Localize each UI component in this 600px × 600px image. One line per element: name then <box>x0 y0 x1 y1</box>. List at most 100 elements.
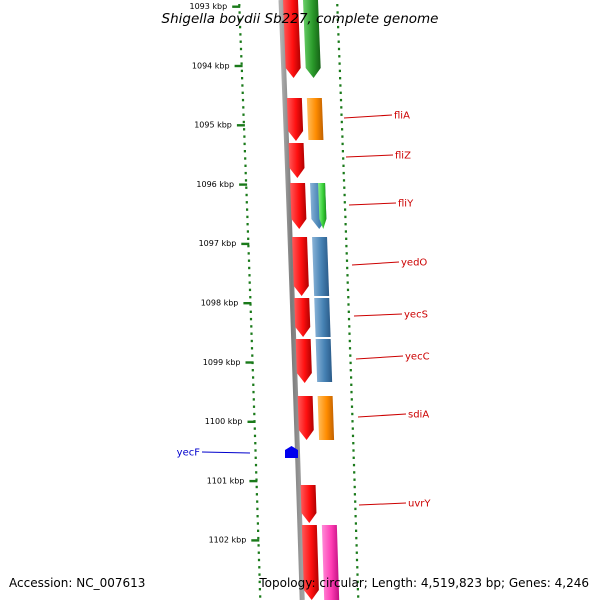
tick-labels: 1093 kbp 1094 kbp 1095 kbp 1096 kbp 1097 kbp… <box>189 2 246 545</box>
gene-feature-red[interactable] <box>297 396 314 440</box>
ruler-dot <box>355 536 358 540</box>
major-tick <box>232 5 241 8</box>
ruler-dot <box>353 478 356 481</box>
ruler-dot <box>257 536 260 540</box>
ruler-dot <box>250 347 254 350</box>
ruler-dot <box>353 493 356 496</box>
tick-label: 1097 kbp <box>199 239 237 248</box>
ruler-dot <box>339 77 342 80</box>
gene-label-leader <box>358 502 407 506</box>
gene-feature-pink[interactable] <box>321 525 340 600</box>
ruler-dot <box>245 201 248 204</box>
ruler-dot <box>355 544 358 547</box>
ruler-dot <box>336 4 339 7</box>
ruler-dot <box>241 77 244 80</box>
gene-feature-red[interactable] <box>288 143 305 178</box>
ruler-dot <box>351 434 355 438</box>
ruler-dot <box>352 463 356 467</box>
gene-feature-orange[interactable] <box>317 396 335 440</box>
gene-feature-blue[interactable] <box>314 298 331 337</box>
major-tick <box>241 242 250 246</box>
ruler-dot <box>353 471 356 474</box>
gene-feature-red[interactable] <box>294 298 311 337</box>
gene-label-yecF[interactable]: yecF <box>177 448 201 459</box>
gene-feature-red[interactable] <box>286 98 304 141</box>
ruler-dot <box>356 580 359 584</box>
ruler-dot <box>241 98 245 102</box>
gene-feature-blue[interactable] <box>315 339 333 382</box>
ruler-dot <box>337 47 341 51</box>
ruler-dot <box>259 595 262 598</box>
gene-label-sdiA[interactable]: sdiA <box>408 410 429 421</box>
major-tick <box>234 64 243 68</box>
ruler-dot <box>338 62 341 65</box>
ruler-dot <box>348 339 351 343</box>
gene-label-fliZ[interactable]: fliZ <box>395 151 411 162</box>
ruler-dot <box>247 244 250 248</box>
ruler-dot <box>344 230 347 233</box>
gene-label-leader <box>348 202 397 206</box>
ruler-dot <box>348 347 352 350</box>
ruler-dot <box>248 274 251 277</box>
gene-feature-green[interactable] <box>303 0 321 78</box>
ruler-dot <box>252 405 256 408</box>
ruler-dot <box>244 164 247 167</box>
major-tick <box>245 361 254 364</box>
gene-feature-orange[interactable] <box>306 98 324 140</box>
ruler-dot <box>244 179 248 182</box>
ruler-dot <box>342 179 346 182</box>
ruler-dot <box>350 398 353 401</box>
reverse-gene-feature[interactable] <box>285 446 298 458</box>
ruler-dot <box>246 208 249 211</box>
ruler-dot <box>351 427 354 430</box>
gene-feature-red[interactable] <box>292 237 309 296</box>
major-tick <box>251 539 260 542</box>
gene-label-fliA[interactable]: fliA <box>394 111 410 122</box>
ruler-dot <box>239 40 242 43</box>
ruler-dot <box>346 274 349 277</box>
ruler-dot <box>352 449 355 452</box>
gene-label-fliY[interactable]: fliY <box>398 199 414 210</box>
ruler-dot <box>348 325 351 328</box>
ruler-dot <box>352 442 355 445</box>
gene-feature-blue[interactable] <box>312 237 330 296</box>
gene-feature-lime[interactable] <box>318 183 327 229</box>
major-tick <box>249 479 258 483</box>
ruler-dot <box>253 434 257 438</box>
ruler-dot <box>249 317 253 321</box>
tick-label: 1093 kbp <box>189 2 227 11</box>
map-title: Shigella boydii Sb227, complete genome <box>162 11 439 27</box>
gene-label-leader <box>357 413 407 418</box>
gene-label-yecC[interactable]: yecC <box>405 352 430 363</box>
ruler-dot <box>246 230 249 233</box>
ruler-dot <box>342 171 345 175</box>
ruler-dot <box>344 223 347 226</box>
ruler-dot <box>355 529 358 532</box>
gene-feature-red[interactable] <box>300 485 317 523</box>
gene-feature-red[interactable] <box>301 525 319 600</box>
ruler-dot <box>243 135 246 138</box>
ruler-dot <box>350 376 353 379</box>
ruler-dot <box>344 208 347 211</box>
ruler-dot <box>252 383 255 386</box>
gene-feature-red[interactable] <box>295 339 312 383</box>
ruler-dot <box>345 252 348 255</box>
ruler-dot <box>256 522 259 525</box>
gene-feature-red[interactable] <box>283 0 301 78</box>
gene-feature-red[interactable] <box>290 183 307 229</box>
ruler-dot <box>345 259 349 262</box>
ruler-dot <box>336 18 339 21</box>
ruler-dot <box>337 40 340 43</box>
ruler-dot <box>239 25 242 29</box>
ruler-dot <box>345 237 348 240</box>
ruler-dot <box>247 252 250 255</box>
ruler-dot <box>342 157 345 160</box>
ruler-dot <box>347 296 350 299</box>
gene-label-yecS[interactable]: yecS <box>404 310 428 321</box>
ruler-dot <box>341 128 344 131</box>
gene-label-yedO[interactable]: yedO <box>401 258 427 269</box>
gene-label-uvrY[interactable]: uvrY <box>408 499 431 510</box>
ruler-dot <box>248 266 251 270</box>
ruler-dot <box>238 11 241 14</box>
genome-backbone <box>278 0 305 600</box>
